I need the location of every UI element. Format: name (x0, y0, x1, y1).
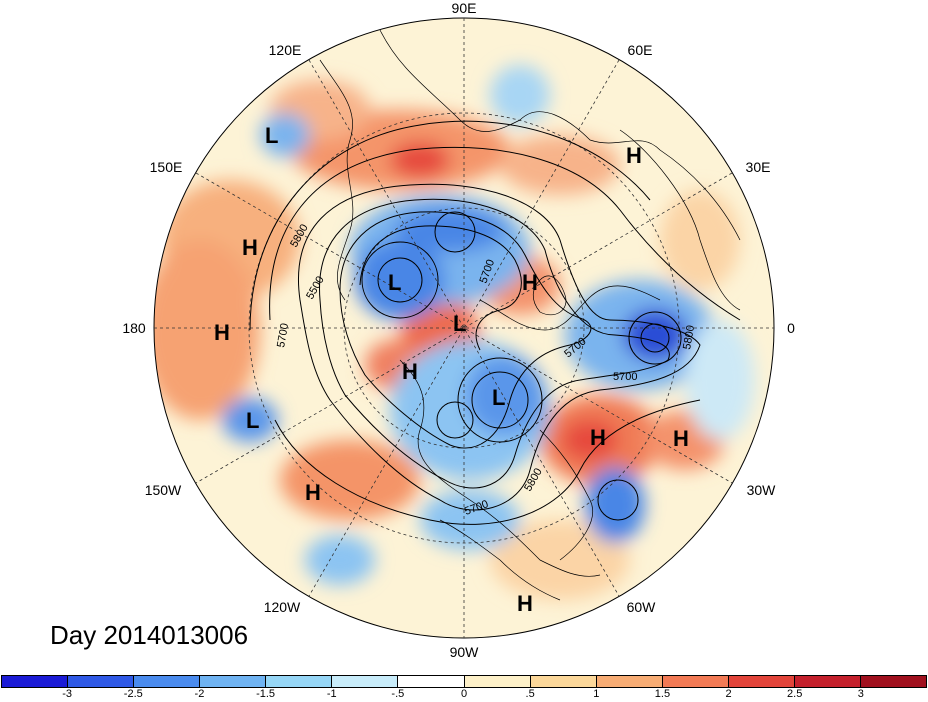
date-label: Day 2014013006 (50, 620, 249, 650)
polar-stereographic-map: 5800 5500 5700 5700 5800 5700 5800 5700 … (122, 0, 795, 660)
colorbar-box (332, 676, 399, 687)
colorbar-tick-label: .5 (525, 688, 535, 700)
colorbar-box (68, 676, 135, 687)
colorbar-box (728, 676, 795, 687)
high-pressure-label: H (517, 591, 533, 616)
high-pressure-label: H (305, 480, 321, 505)
lon-label-30e: 30E (746, 159, 771, 175)
high-pressure-label: H (214, 320, 230, 345)
pressure-system-labels: L H H L H H L H L L H H H H (214, 123, 689, 616)
colorbar-box (530, 676, 597, 687)
high-pressure-label: H (673, 426, 689, 451)
lon-label-120e: 120E (269, 42, 302, 58)
colorbar-box (861, 676, 927, 687)
colorbar-box (398, 676, 465, 687)
colorbar-tick-label: -3 (62, 688, 73, 700)
colorbar-tick-label: 3 (857, 688, 864, 700)
lon-label-60w: 60W (627, 599, 657, 615)
lon-label-60e: 60E (628, 42, 653, 58)
colorbar-tick-label: -2.5 (123, 688, 143, 700)
colorbar-box (2, 676, 69, 687)
longitude-labels: 90E 60E 120E 150E 30E 180 0 150W 30W 120… (122, 0, 795, 660)
colorbar-box (134, 676, 201, 687)
high-pressure-label: H (522, 270, 538, 295)
colorbar-ticks: -3 -2.5 -2 -1.5 -1 -.5 0 .5 1 1.5 2 2.5 3 (1, 688, 927, 702)
low-pressure-label: L (453, 311, 466, 336)
colorbar-box (266, 676, 333, 687)
colorbar-tick-label: -2 (194, 688, 205, 700)
high-pressure-label: H (590, 425, 606, 450)
colorbar-box (794, 676, 862, 687)
low-pressure-label: L (492, 385, 505, 410)
contour-label: 5800 (681, 324, 697, 350)
colorbar-tick-label: 1.5 (654, 688, 671, 700)
low-pressure-label: L (388, 270, 401, 295)
colorbar-tick-label: -.5 (391, 688, 405, 700)
high-pressure-label: H (402, 359, 418, 384)
colorbar-tick-label: 1 (593, 688, 600, 700)
colorbar-box (200, 676, 267, 687)
lon-label-180: 180 (122, 320, 146, 336)
colorbar-tick-label: 2 (725, 688, 732, 700)
lon-label-90w: 90W (450, 644, 480, 660)
lon-label-120w: 120W (264, 599, 301, 615)
colorbar-box (662, 676, 729, 687)
lon-label-30w: 30W (747, 482, 777, 498)
low-pressure-label: L (246, 408, 259, 433)
colorbar-box (596, 676, 663, 687)
high-pressure-label: H (626, 143, 642, 168)
colorbar-tick-label: -1 (326, 688, 337, 700)
colorbar-tick-label: -1.5 (256, 688, 276, 700)
contour-label: 5700 (613, 371, 637, 383)
height-contours (249, 120, 741, 525)
lon-label-90e: 90E (452, 0, 477, 16)
colorbar-tick-label: 2.5 (787, 688, 803, 700)
low-pressure-label: L (265, 123, 278, 148)
colorbar-tick-label: 0 (460, 688, 468, 700)
coastlines (319, 29, 741, 601)
colorbar-box (464, 676, 531, 687)
lon-label-150e: 150E (150, 159, 183, 175)
contour-label: 5700 (275, 322, 291, 348)
lon-label-150w: 150W (145, 482, 182, 498)
colorbar (1, 675, 927, 688)
high-pressure-label: H (242, 235, 258, 260)
lon-label-0: 0 (787, 320, 795, 336)
